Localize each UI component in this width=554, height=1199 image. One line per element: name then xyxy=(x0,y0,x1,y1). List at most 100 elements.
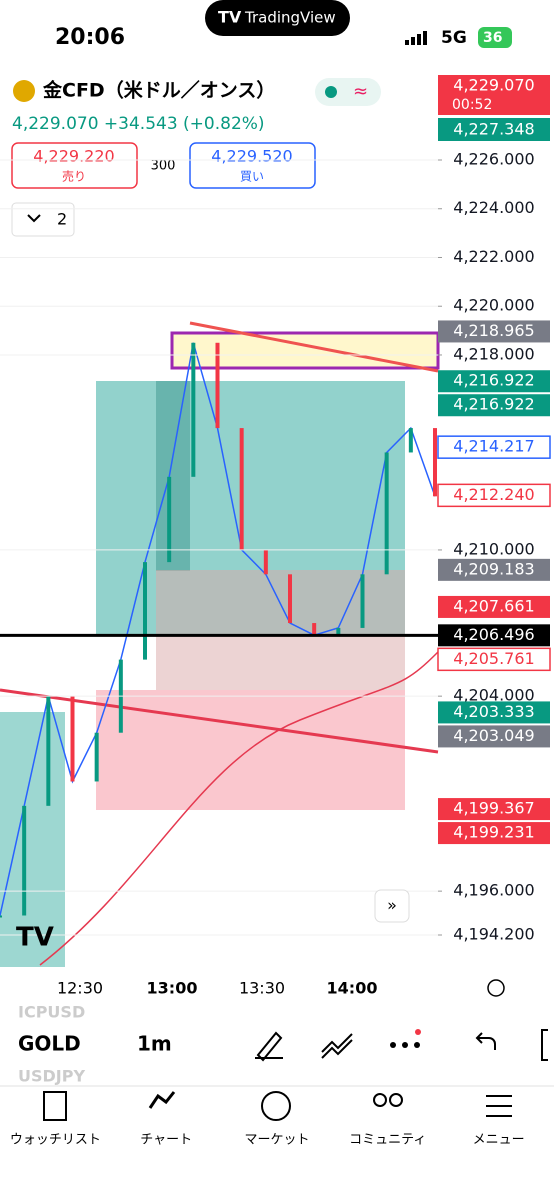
profit-zone-dark xyxy=(156,381,190,571)
price-tick-label: 4,218.000 xyxy=(453,344,534,363)
nav-icon xyxy=(373,1093,387,1107)
price-marker-label: 4,214.217 xyxy=(453,437,534,456)
price-marker-label: 4,212.240 xyxy=(453,485,534,504)
price-marker-label: 4,207.661 xyxy=(453,596,534,615)
price-marker xyxy=(437,435,551,459)
buy-label: 買い xyxy=(240,170,264,184)
price-marker xyxy=(438,624,550,647)
current-price: 4,229.070 xyxy=(453,76,534,95)
candle xyxy=(70,696,75,782)
candle xyxy=(0,915,2,918)
tv-watermark: TV xyxy=(16,923,54,953)
price-marker-label: 4,203.333 xyxy=(453,702,534,721)
drawings xyxy=(0,321,440,967)
nav-icon xyxy=(486,1095,512,1117)
buy-button[interactable] xyxy=(189,142,316,189)
price-marker xyxy=(438,394,550,417)
signal-icon xyxy=(405,31,427,45)
price-marker xyxy=(438,822,550,845)
spread: 300 xyxy=(151,159,176,174)
price-line xyxy=(0,342,436,916)
app-logo: TV xyxy=(218,8,242,27)
network: 5G xyxy=(441,28,467,48)
sell-price: 4,229.220 xyxy=(33,147,114,166)
interval[interactable]: 1m xyxy=(137,1032,172,1056)
price-marker xyxy=(438,595,550,618)
settings-icon[interactable] xyxy=(487,979,505,997)
nav-bar: ウォッチリスト チャート マーケット コミュニティ メニュー xyxy=(10,1133,525,1148)
candle xyxy=(239,428,244,550)
time-label: 12:30 xyxy=(57,979,103,998)
gold-icon xyxy=(13,80,35,102)
trend-line xyxy=(189,321,439,373)
price-tick-label: 4,220.000 xyxy=(453,296,534,315)
fullscreen[interactable] xyxy=(541,1029,548,1061)
symbol[interactable]: GOLD xyxy=(18,1032,81,1056)
sell-label: 売り xyxy=(62,169,86,184)
symbol-next: USDJPY xyxy=(18,1067,85,1086)
undo[interactable] xyxy=(475,1032,496,1050)
candle xyxy=(143,562,147,660)
position-zone xyxy=(0,712,65,967)
price-tick-label: 4,194.200 xyxy=(453,925,534,944)
price-marker-label: 4,203.049 xyxy=(453,726,534,745)
nav-label[interactable]: チャート xyxy=(140,1133,192,1148)
price-axis: 4,226.000 4,224.000 4,222.000 4,220.000 4,21… xyxy=(0,150,551,944)
price-tick-label: 4,222.000 xyxy=(453,247,534,266)
draw-tool[interactable] xyxy=(255,1031,283,1062)
nav-label[interactable]: ウォッチリスト xyxy=(10,1133,101,1148)
nav-icon xyxy=(43,1091,67,1121)
more[interactable] xyxy=(390,1029,421,1048)
price-tick-label: 4,224.000 xyxy=(453,198,534,217)
battery xyxy=(478,27,512,48)
price-marker-label: 4,199.231 xyxy=(453,823,534,842)
candle xyxy=(408,428,413,453)
indicators[interactable] xyxy=(321,1033,353,1059)
app-pill xyxy=(205,0,350,36)
time-label: 14:00 xyxy=(327,979,378,998)
price-tick-label: 4,196.000 xyxy=(453,881,534,900)
loss-zone xyxy=(96,690,405,810)
clock: 20:06 xyxy=(55,25,125,50)
nav-icon xyxy=(148,1091,176,1109)
nav-label[interactable]: コミュニティ xyxy=(349,1133,426,1148)
scroll-icon: » xyxy=(387,896,397,915)
price-marker-label: 4,199.367 xyxy=(453,799,534,818)
candle xyxy=(22,805,27,916)
app-name: TradingView xyxy=(244,9,336,27)
nav-label[interactable]: マーケット xyxy=(244,1133,309,1148)
time-label: 13:30 xyxy=(239,979,285,998)
candle xyxy=(288,574,292,624)
price-marker-label: 4,216.922 xyxy=(453,371,534,390)
price-marker-label: 4,206.496 xyxy=(453,625,534,644)
entry-zone xyxy=(156,570,405,690)
price-plot xyxy=(0,342,438,918)
sell-button[interactable] xyxy=(11,142,138,189)
moving-average xyxy=(39,651,439,966)
nav-icon xyxy=(389,1093,403,1107)
price-tick-label: 4,204.000 xyxy=(453,686,534,705)
price-marker xyxy=(437,483,551,508)
price-marker xyxy=(438,558,550,581)
symbol-title: 金CFD（米ドル／オンス） xyxy=(42,79,275,102)
price-tick-label: 4,226.000 xyxy=(453,150,534,169)
candle xyxy=(191,342,196,477)
price-marker xyxy=(438,798,550,821)
candle xyxy=(46,696,51,806)
price-marker xyxy=(437,647,551,672)
scroll-button[interactable] xyxy=(374,889,410,923)
price-marker xyxy=(438,725,550,748)
time-label: 13:00 xyxy=(147,979,198,998)
current-price-box xyxy=(438,75,550,115)
status-pill[interactable] xyxy=(315,78,381,106)
indicator-toggle[interactable] xyxy=(11,202,75,237)
candle xyxy=(360,574,365,628)
price-tick-label: 4,210.000 xyxy=(453,539,534,558)
symbol-prev: ICPUSD xyxy=(18,1003,85,1022)
candle xyxy=(433,428,437,497)
market-open xyxy=(325,86,337,98)
price-marker-label: 4,205.761 xyxy=(453,649,534,668)
nav-label[interactable]: メニュー xyxy=(473,1133,525,1148)
candle xyxy=(384,452,389,575)
